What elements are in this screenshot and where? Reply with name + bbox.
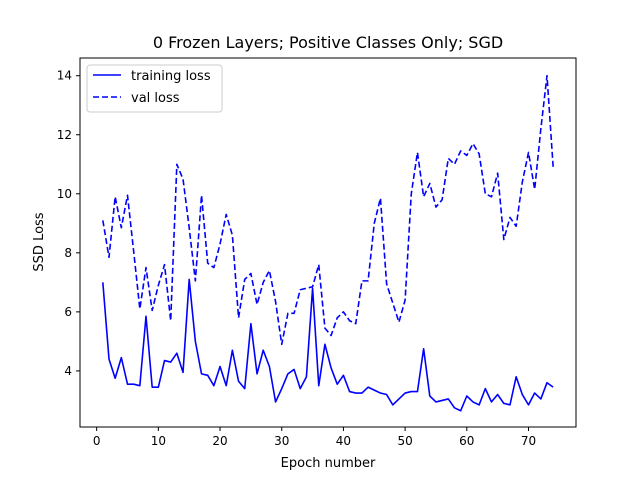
y-tick-label: 8 [64, 246, 72, 260]
x-tick-label: 0 [93, 434, 101, 448]
x-tick-label: 10 [151, 434, 166, 448]
x-tick-label: 70 [521, 434, 536, 448]
y-axis-label: SSD Loss [32, 212, 47, 271]
x-axis-label: Epoch number [281, 456, 376, 471]
x-tick-label: 20 [212, 434, 227, 448]
legend-label-training-loss: training loss [131, 69, 211, 84]
plot-series [102, 74, 554, 412]
plot-frame [79, 57, 577, 428]
x-tick-label: 40 [336, 434, 351, 448]
series-line-val-loss [102, 74, 554, 346]
y-tick-label: 12 [57, 128, 72, 142]
legend: training loss val loss [86, 64, 223, 113]
legend-label-val-loss: val loss [131, 91, 180, 106]
legend-box [86, 64, 223, 113]
x-tick-label: 30 [274, 434, 289, 448]
y-axis: 4 6 8 10 12 14 [57, 69, 80, 378]
y-tick-label: 14 [57, 69, 72, 83]
y-tick-label: 4 [64, 364, 72, 378]
x-tick-label: 50 [397, 434, 412, 448]
y-tick-label: 6 [64, 305, 72, 319]
x-axis: 0 10 20 30 40 50 60 70 [93, 427, 536, 448]
chart-title: 0 Frozen Layers; Positive Classes Only; … [153, 33, 503, 52]
x-tick-label: 60 [459, 434, 474, 448]
y-tick-label: 10 [57, 187, 72, 201]
series-line-training-loss [102, 278, 554, 412]
